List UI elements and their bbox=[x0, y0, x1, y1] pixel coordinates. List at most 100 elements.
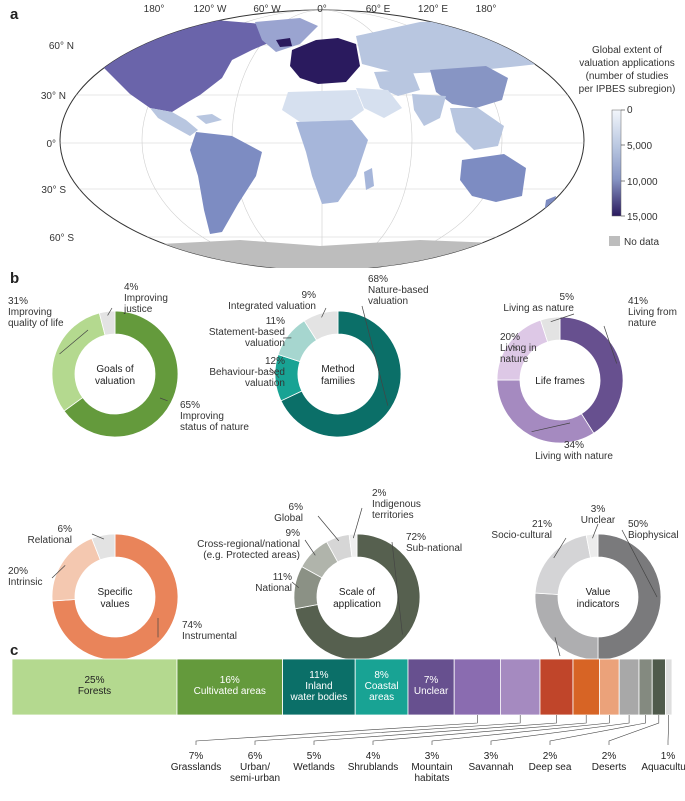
lon-label-4: 60° E bbox=[366, 4, 391, 15]
habitat-leader-12 bbox=[549, 715, 646, 745]
habitat-label-4: 8% Coastal areas bbox=[365, 670, 399, 703]
lat-label-4: 60° S bbox=[49, 233, 74, 244]
donut-5-slice-1 bbox=[294, 533, 421, 661]
donut-2-center-label: Method families bbox=[321, 364, 355, 387]
region-south-america bbox=[190, 132, 262, 234]
lon-label-3: 0° bbox=[317, 4, 327, 15]
donut-4-label-3: 6% Relational bbox=[28, 524, 73, 546]
habitat-leader-8 bbox=[313, 715, 557, 745]
donut-3-center-label: Life frames bbox=[535, 376, 584, 387]
donut-1: 65% Improving status of nature 31% Improving… bbox=[8, 282, 249, 438]
habitat-segment-3 bbox=[282, 658, 356, 716]
region-southeast-asia bbox=[450, 108, 504, 150]
donut-2-slice-1 bbox=[280, 310, 402, 438]
panel-b-label: b bbox=[10, 270, 20, 287]
donut-2-slice-4 bbox=[303, 310, 339, 341]
region-iceland bbox=[276, 38, 292, 47]
habitat-leader-11 bbox=[490, 715, 630, 745]
region-sub-saharan-africa bbox=[296, 120, 368, 204]
donut-5-leader-2 bbox=[291, 581, 299, 589]
donut-6-leader-2 bbox=[554, 637, 561, 657]
legend-nodata-label: No data bbox=[624, 237, 659, 248]
habitat-label-11: 3% Savannah bbox=[468, 751, 513, 773]
donut-5-leader-1 bbox=[391, 541, 403, 635]
donut-1-leader-2 bbox=[59, 329, 89, 355]
donut-5-label-2: 11% National bbox=[255, 572, 292, 594]
donut-1-label-1: 65% Improving status of nature bbox=[180, 400, 249, 433]
donut-6-label-3: 21% Socio-cultural bbox=[491, 519, 552, 541]
donut-4-leader-3 bbox=[91, 533, 105, 540]
donut-2-leader-1 bbox=[361, 305, 389, 406]
donut-6-leader-3 bbox=[553, 537, 567, 559]
habitat-bar-chart: 25% Forests 16% Cultivated areas 11% Inland wa… bbox=[11, 658, 685, 784]
habitat-leader-13 bbox=[608, 715, 660, 745]
donut-3-leader-3 bbox=[512, 345, 519, 351]
legend-title-line-1: Global extent of bbox=[592, 45, 662, 56]
habitat-label-7: 6% Urban/semi-urban bbox=[230, 751, 280, 784]
lon-label-5: 120° E bbox=[418, 4, 448, 15]
lon-label-0: 180° bbox=[144, 4, 165, 15]
donut-2-leader-4 bbox=[321, 307, 327, 318]
habitat-segment-4 bbox=[354, 658, 409, 716]
habitat-segment-14 bbox=[665, 658, 673, 716]
legend-color-scale bbox=[611, 109, 622, 217]
habitat-segment-12 bbox=[638, 658, 653, 716]
donut-5-leader-4 bbox=[317, 515, 340, 542]
donut-6-slice-4 bbox=[585, 533, 599, 559]
lat-label-0: 60° N bbox=[49, 41, 74, 52]
region-east-asia bbox=[430, 66, 508, 108]
donut-6-label-1: 50% Biophysical bbox=[628, 519, 679, 541]
donut-5: 72% Sub-national 11% National 9% Cross-region… bbox=[197, 488, 462, 661]
donut-3-leader-2 bbox=[531, 422, 571, 433]
habitat-label-13: 2% Deserts bbox=[592, 751, 626, 773]
donut-charts: 65% Improving status of nature 31% Improving… bbox=[8, 274, 679, 668]
donut-6-leader-4 bbox=[592, 523, 599, 539]
habitat-label-10: 3% Mountain habitats bbox=[411, 751, 452, 784]
donut-3-slice-1 bbox=[559, 316, 624, 434]
donut-4-slice-3 bbox=[91, 533, 116, 561]
donut-6-slice-3 bbox=[534, 534, 591, 595]
donut-6-leader-1 bbox=[621, 529, 658, 598]
lon-label-1: 120° W bbox=[194, 4, 227, 15]
region-north-africa bbox=[282, 90, 364, 122]
region-greenland bbox=[255, 18, 318, 52]
donut-1-slice-3 bbox=[98, 310, 116, 336]
donut-1-leader-1 bbox=[159, 397, 168, 402]
habitat-segment-11 bbox=[618, 658, 640, 716]
legend-title-line-3: (number of studies bbox=[586, 71, 669, 82]
habitat-leader-14 bbox=[667, 715, 669, 745]
donut-5-center-label: Scale of application bbox=[333, 587, 381, 610]
habitat-label-14: 1%Aquaculture bbox=[641, 751, 685, 773]
donut-4-center-label: Specific values bbox=[97, 587, 132, 610]
donut-6-center-label: Value indicators bbox=[577, 587, 620, 610]
donut-2-leader-2 bbox=[269, 367, 280, 378]
legend-tick-2: 10,000 bbox=[627, 177, 658, 188]
legend-nodata-swatch bbox=[609, 236, 620, 246]
region-middle-east bbox=[356, 88, 402, 118]
donut-3-label-2: 34% Living with nature bbox=[535, 440, 613, 462]
donut-5-leader-5 bbox=[352, 507, 363, 539]
habitat-label-8: 5% Wetlands bbox=[293, 751, 335, 773]
donut-4-label-2: 20% Intrinsic bbox=[8, 566, 42, 588]
legend-tick-0: 0 bbox=[627, 105, 633, 116]
region-central-america bbox=[150, 108, 198, 136]
lon-label-2: 60° W bbox=[253, 4, 281, 15]
legend-tick-3: 15,000 bbox=[627, 212, 658, 223]
habitat-label-3: 11% Inland water bodies bbox=[290, 670, 348, 703]
donut-3-leader-1 bbox=[603, 325, 617, 364]
donut-4-label-1: 74% Instrumental bbox=[182, 620, 237, 642]
region-australia bbox=[460, 154, 526, 202]
donut-6: 50%Biophysical26%Monetary21%Socio-cultur… bbox=[491, 504, 678, 668]
habitat-segment-13 bbox=[651, 658, 666, 716]
donut-4-slice-1 bbox=[51, 533, 179, 661]
donut-2: 68% Nature-based valuation 12% Behaviour-bas… bbox=[209, 274, 429, 438]
habitat-label-5: 7% Unclear bbox=[414, 675, 449, 697]
habitat-leader-9 bbox=[372, 715, 587, 745]
donut-2-label-3: 11% Statement-based valuation bbox=[209, 316, 285, 349]
map-legend: Global extent of valuation applications … bbox=[579, 45, 676, 248]
habitat-leader-10 bbox=[431, 715, 610, 745]
habitat-segment-1 bbox=[11, 658, 178, 716]
lat-label-2: 0° bbox=[46, 139, 56, 150]
habitat-label-1: 25% Forests bbox=[78, 675, 111, 697]
donut-5-label-3: 9% Cross-regional/national (e.g. Protected… bbox=[197, 528, 300, 561]
